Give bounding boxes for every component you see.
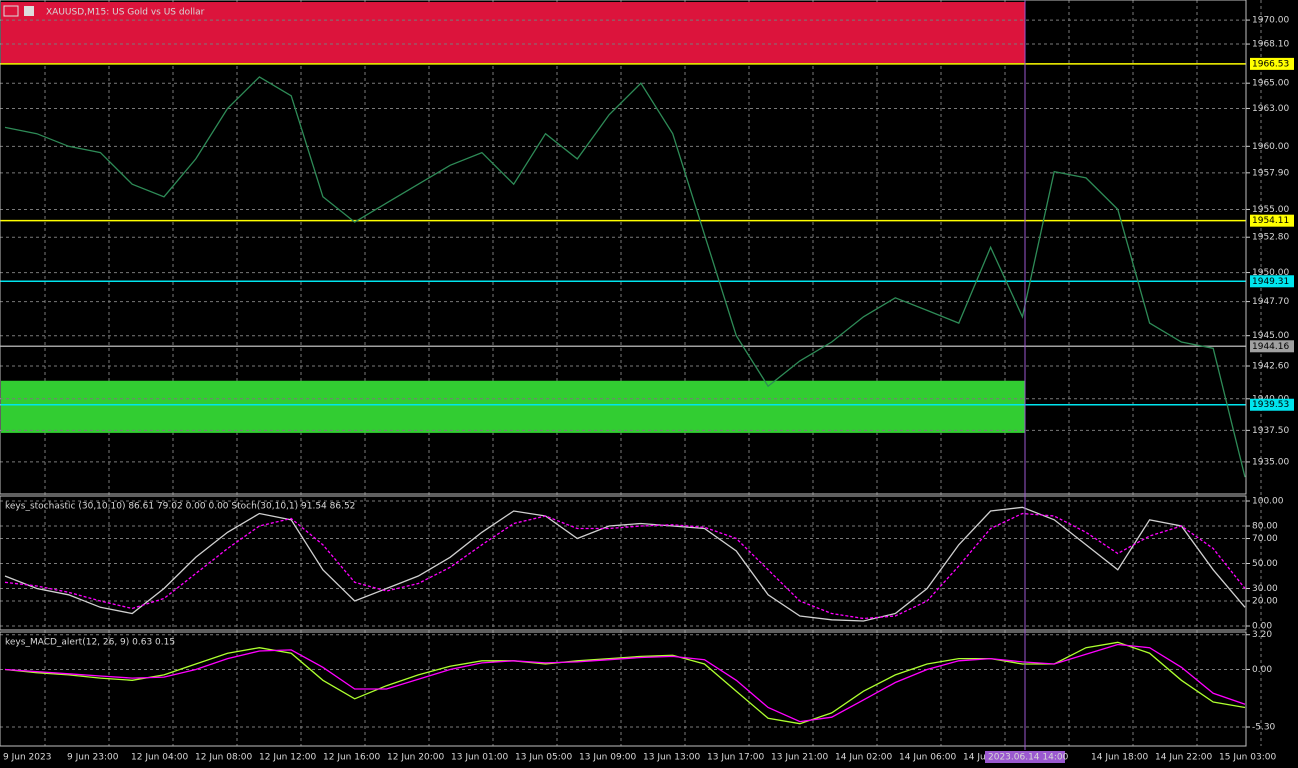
time-label: 14 Jun 02:00 [835, 753, 892, 763]
chart-layer: 9 Jun 2023 9 Jun 23:00 12 Jun 04:00 12 Jun … [0, 0, 1276, 763]
y-tick-label: 1968.10 [1252, 40, 1289, 50]
y-tick-label: 1970.00 [1252, 16, 1289, 26]
macd-label: keys_MACD_alert(12, 26, 9) 0.63 0.15 [5, 638, 175, 648]
level-label: 1939.53 [1252, 400, 1289, 410]
y-tick-label: 1965.00 [1252, 79, 1289, 89]
y-tick-label: 1935.00 [1252, 457, 1289, 467]
main-frame [0, 0, 1247, 495]
y-tick-label: 1955.00 [1252, 205, 1289, 215]
time-label: 9 Jun 2023 [3, 753, 51, 763]
time-label: 12 Jun 16:00 [323, 753, 380, 763]
level-label-bg [1250, 340, 1294, 353]
y-tick-label: -5.30 [1252, 723, 1276, 733]
stoch-label: keys_stochastic (30,10,10) 86.61 79.02 0… [5, 502, 355, 512]
chart-title: XAUUSD,M15: US Gold vs US dollar [46, 8, 205, 18]
y-tick-label: 20.00 [1252, 597, 1278, 607]
y-tick-label: 1957.90 [1252, 168, 1289, 178]
zone [1, 380, 1025, 433]
y-tick-label: 70.00 [1252, 534, 1278, 544]
menu-icon[interactable] [3, 5, 19, 17]
y-tick-label: 50.00 [1252, 559, 1278, 569]
y-tick-label: 1960.00 [1252, 142, 1289, 152]
macd-main-line [4, 641, 1246, 725]
y-tick-label: 1950.00 [1252, 268, 1289, 278]
time-label: 14 Jun [963, 753, 991, 763]
y-tick-label: 1963.00 [1252, 104, 1289, 114]
level-label-bg [1250, 214, 1294, 227]
time-label: 13 Jun 21:00 [771, 753, 828, 763]
level-label: 1944.16 [1252, 342, 1289, 352]
level-label: 1954.11 [1252, 216, 1289, 226]
time-label: 9 Jun 23:00 [67, 753, 119, 763]
stochastic-main-line [4, 506, 1246, 622]
crosshair-label: 2023.06.14 14:00 [988, 753, 1069, 763]
time-label: 12 Jun 08:00 [195, 753, 252, 763]
y-tick-label: 0.00 [1252, 622, 1272, 632]
time-label: 13 Jun 09:00 [579, 753, 636, 763]
time-label: 12 Jun 04:00 [131, 753, 188, 763]
y-tick-label: 30.00 [1252, 584, 1278, 594]
y-tick-label: 1945.00 [1252, 331, 1289, 341]
time-label: 12 Jun 20:00 [387, 753, 444, 763]
time-label: 14 Jun 18:00 [1091, 753, 1148, 763]
level-label: 1966.53 [1252, 59, 1289, 69]
y-tick-label: 3.20 [1252, 630, 1272, 640]
y-tick-label: 1952.80 [1252, 233, 1289, 243]
zone [1, 2, 1025, 63]
time-label: 14 Jun 06:00 [899, 753, 956, 763]
level-label-bg [1250, 275, 1294, 288]
chart-icon[interactable] [24, 6, 34, 16]
time-label: 13 Jun 17:00 [707, 753, 764, 763]
time-label: 13 Jun 05:00 [515, 753, 572, 763]
macd-signal-line [4, 643, 1246, 723]
y-tick-label: 1937.50 [1252, 426, 1289, 436]
y-tick-label: 100.00 [1252, 497, 1284, 507]
price-closes-line [4, 76, 1246, 478]
time-label: 15 Jun 03:00 [1219, 753, 1276, 763]
y-tick-label: 1942.60 [1252, 361, 1289, 371]
time-label: 13 Jun 13:00 [643, 753, 700, 763]
level-label-bg [1250, 57, 1294, 70]
macd-frame [0, 631, 1247, 747]
time-label: 13 Jun 01:00 [451, 753, 508, 763]
stochastic-signal-line [4, 512, 1246, 620]
y-tick-label: 0.00 [1252, 665, 1272, 675]
time-label: 12 Jun 12:00 [259, 753, 316, 763]
y-tick-label: 80.00 [1252, 522, 1278, 532]
level-label-bg [1250, 398, 1294, 411]
time-label: 14 Jun 22:00 [1155, 753, 1212, 763]
crosshair-label-bg [985, 751, 1065, 763]
level-label: 1949.31 [1252, 277, 1289, 287]
y-tick-label: 1947.70 [1252, 297, 1289, 307]
